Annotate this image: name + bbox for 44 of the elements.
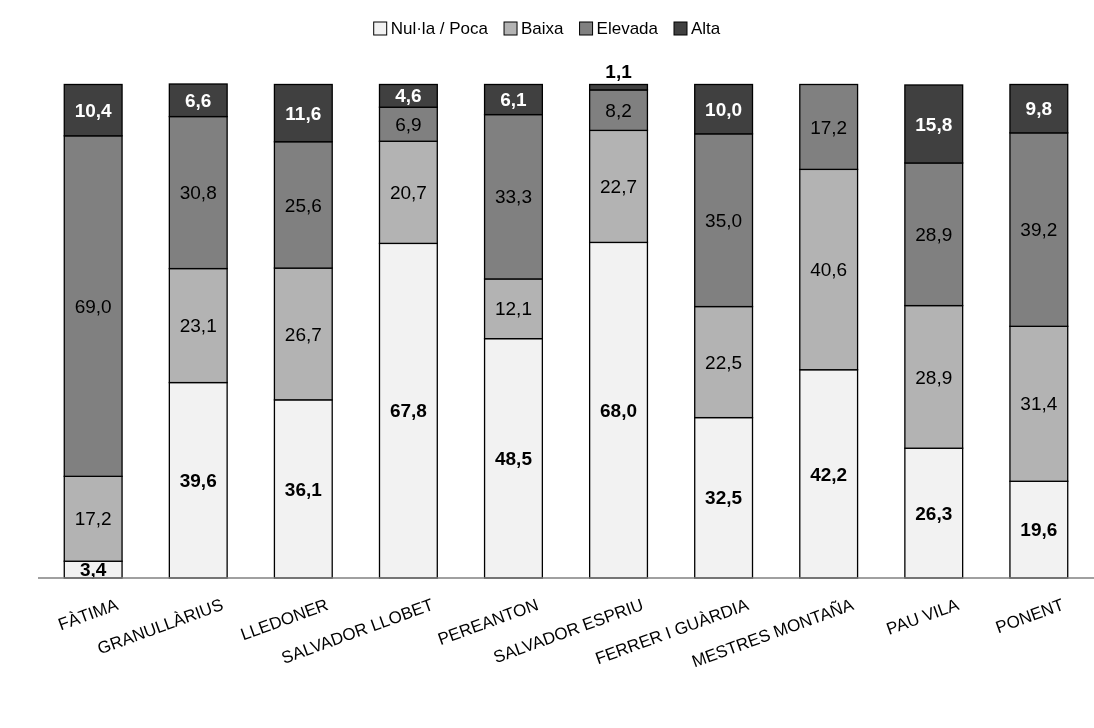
data-label: 39,2 — [1020, 219, 1058, 241]
data-label: 32,5 — [705, 487, 743, 509]
data-label: 23,1 — [179, 315, 217, 337]
legend-label: Baixa — [521, 19, 565, 38]
data-label: 68,0 — [600, 399, 638, 421]
data-label: 6,1 — [500, 89, 528, 111]
data-label: 9,8 — [1025, 98, 1053, 120]
data-label: 69,0 — [74, 295, 112, 317]
data-label: 31,4 — [1020, 393, 1058, 415]
data-label: 33,3 — [494, 186, 532, 208]
data-label: 10,0 — [705, 98, 743, 120]
data-label: 39,6 — [179, 469, 217, 491]
data-label: 15,8 — [915, 113, 953, 135]
legend-label: Nul·la / Poca — [390, 19, 489, 38]
data-label: 17,2 — [74, 508, 112, 530]
data-label: 26,7 — [284, 323, 322, 345]
data-label: 22,5 — [705, 351, 743, 373]
data-label: 22,7 — [600, 176, 638, 198]
data-label: 10,4 — [74, 99, 113, 121]
data-label: 30,8 — [179, 182, 217, 204]
data-label: 40,6 — [810, 259, 848, 281]
data-label: 6,9 — [395, 113, 422, 135]
legend-label: Elevada — [596, 19, 659, 38]
data-label: 1,1 — [605, 61, 633, 83]
data-label: 6,6 — [185, 89, 212, 111]
data-label: 4,6 — [395, 85, 422, 107]
data-label: 3,4 — [79, 559, 107, 581]
data-label: 11,6 — [285, 102, 322, 124]
data-label: 8,2 — [605, 99, 632, 121]
data-label: 17,2 — [810, 116, 848, 138]
data-label: 20,7 — [389, 181, 427, 203]
data-label: 19,6 — [1020, 519, 1058, 541]
data-label: 28,9 — [915, 366, 953, 388]
data-label: 28,9 — [915, 223, 953, 245]
data-label: 36,1 — [284, 478, 323, 500]
data-label: 26,3 — [915, 502, 953, 524]
data-label: 67,8 — [389, 400, 427, 422]
data-label: 42,2 — [810, 463, 848, 485]
data-label: 25,6 — [284, 194, 322, 216]
data-label: 12,1 — [494, 298, 532, 320]
legend-label: Alta — [691, 19, 721, 38]
x-tick-label: PAU VILA — [883, 594, 962, 639]
data-label: 35,0 — [705, 209, 743, 231]
data-label: 48,5 — [494, 447, 533, 469]
